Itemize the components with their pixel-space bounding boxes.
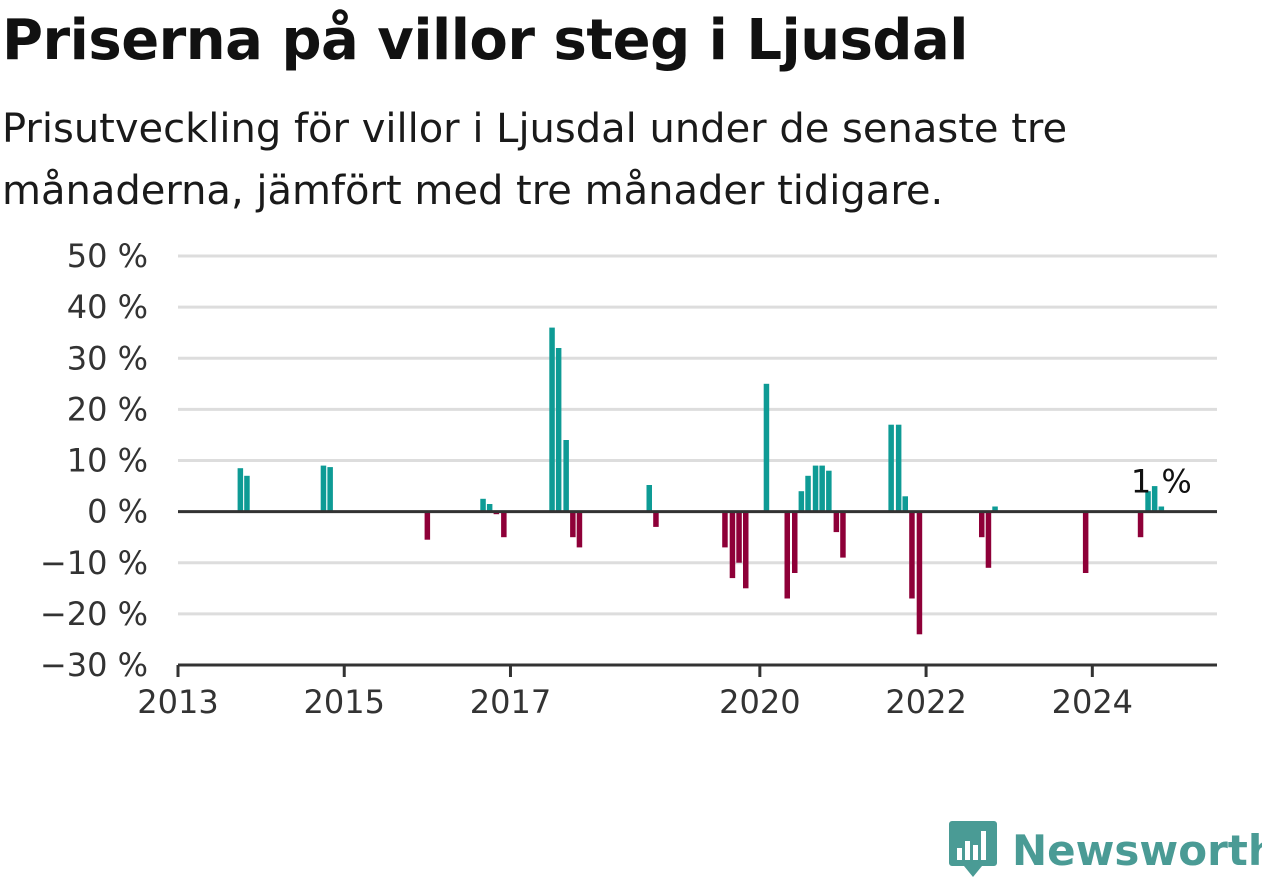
bar bbox=[555, 348, 562, 512]
bar bbox=[743, 511, 749, 589]
y-tick-label: 20 % bbox=[67, 390, 148, 428]
bar bbox=[424, 511, 431, 540]
y-tick-label: 10 % bbox=[67, 442, 148, 480]
bar bbox=[722, 511, 728, 548]
bar bbox=[812, 465, 819, 512]
bar bbox=[840, 511, 846, 558]
bar bbox=[1137, 511, 1144, 538]
y-tick-label: 40 % bbox=[67, 288, 148, 326]
bar bbox=[646, 485, 652, 512]
x-tick-label: 2024 bbox=[1052, 683, 1133, 721]
bar bbox=[784, 511, 790, 599]
last-value-label: 1 % bbox=[1131, 463, 1192, 501]
axes bbox=[178, 510, 1217, 667]
y-tick-label: −20 % bbox=[40, 595, 148, 633]
x-tick-label: 2017 bbox=[470, 683, 551, 721]
newsworthy-logo: Newsworthy bbox=[948, 818, 1262, 882]
bar bbox=[1151, 486, 1158, 512]
bar bbox=[992, 506, 998, 512]
x-tick-label: 2020 bbox=[719, 683, 800, 721]
y-tick-label: 0 % bbox=[87, 493, 148, 531]
bars bbox=[237, 327, 1165, 635]
bar bbox=[916, 511, 923, 635]
bar bbox=[819, 465, 825, 512]
bar bbox=[909, 511, 915, 599]
bar bbox=[985, 511, 992, 568]
x-axis-ticks: 2013 2015 2017 2020 2022 2024 bbox=[137, 665, 1133, 721]
bar bbox=[792, 511, 798, 573]
y-tick-label: 30 % bbox=[67, 339, 148, 377]
chart-subtitle: Prisutveckling för villor i Ljusdal unde… bbox=[2, 106, 1068, 214]
bar bbox=[480, 498, 486, 512]
brand-name: Newsworthy bbox=[1012, 825, 1262, 875]
bar bbox=[570, 511, 576, 538]
chart-title: Priserna på villor steg i Ljusdal bbox=[2, 8, 969, 73]
bar bbox=[327, 467, 333, 512]
bar bbox=[826, 470, 832, 512]
bar bbox=[798, 491, 805, 512]
y-tick-label: −10 % bbox=[40, 544, 148, 582]
bar bbox=[549, 327, 555, 512]
newsworthy-icon bbox=[949, 821, 997, 877]
y-tick-label: −30 % bbox=[40, 646, 148, 684]
bar bbox=[895, 424, 902, 512]
bar bbox=[576, 511, 583, 548]
bar bbox=[888, 424, 894, 512]
bar bbox=[805, 475, 811, 512]
bar bbox=[979, 511, 985, 538]
bar bbox=[1145, 491, 1151, 512]
x-tick-label: 2022 bbox=[885, 683, 966, 721]
y-axis-ticks: 50 % 40 % 30 % 20 % 10 % 0 % −10 % −20 % −30 % bbox=[40, 237, 148, 684]
bar bbox=[320, 465, 327, 512]
bar bbox=[902, 496, 908, 512]
y-tick-label: 50 % bbox=[67, 237, 148, 275]
bar bbox=[1082, 511, 1089, 573]
bar bbox=[653, 511, 659, 527]
bar bbox=[1158, 506, 1165, 512]
x-tick-label: 2015 bbox=[304, 683, 385, 721]
bar bbox=[563, 440, 569, 512]
bar bbox=[501, 511, 507, 538]
bar bbox=[763, 383, 770, 512]
bar bbox=[486, 504, 493, 512]
bar bbox=[729, 511, 736, 579]
x-tick-label: 2013 bbox=[137, 683, 218, 721]
gridlines bbox=[178, 254, 1217, 616]
bar bbox=[244, 475, 250, 512]
bar bbox=[237, 468, 244, 512]
bar bbox=[833, 511, 840, 533]
bar bbox=[736, 511, 742, 563]
